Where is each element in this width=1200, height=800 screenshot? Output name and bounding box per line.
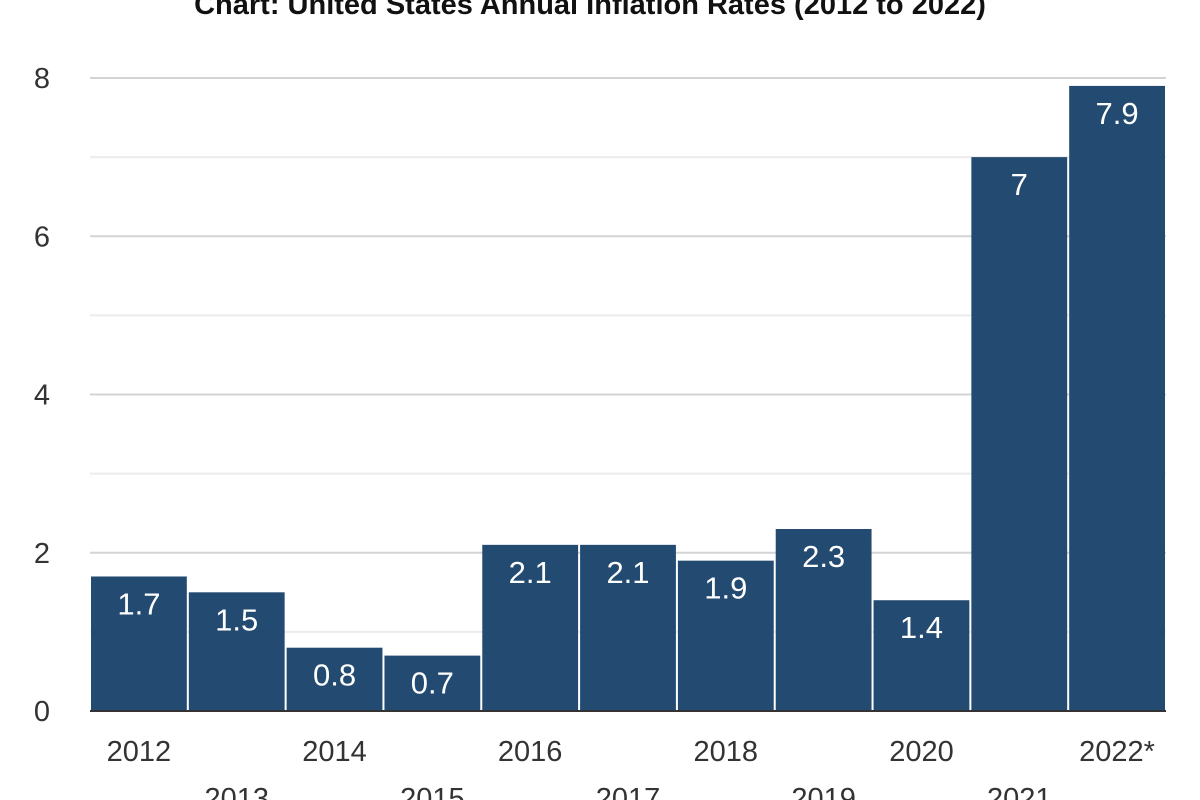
bar-2018	[677, 560, 774, 711]
x-tick-label: 2021	[987, 783, 1052, 800]
data-label: 7	[1011, 167, 1028, 202]
y-tick-label: 6	[34, 221, 50, 253]
x-tick-label: 2013	[204, 783, 269, 800]
bar-2015	[384, 655, 481, 711]
x-tick-label: 2019	[791, 783, 856, 800]
x-tick-label: 2016	[498, 736, 563, 768]
x-tick-label: 2014	[302, 736, 367, 768]
x-tick-label: 2015	[400, 783, 465, 800]
x-tick-label: 2022*	[1079, 736, 1155, 768]
y-axis-ticks: 0 2 4 6 8	[34, 63, 50, 728]
data-labels: 1.7 1.5 0.8 0.7 2.1 2.1 1.9 2.3 1.4 7 7.9	[117, 96, 1138, 701]
bar-2022	[1069, 85, 1165, 712]
x-tick-label: 2017	[596, 783, 661, 800]
x-tick-label: 2018	[694, 736, 759, 768]
x-axis-ticks: 2012 2013 2014 2015 2016 2017 2018 2019 2020 2021…	[107, 736, 1155, 800]
bar-2021	[971, 157, 1068, 711]
bar-2020	[873, 600, 970, 711]
y-tick-label: 2	[34, 538, 50, 570]
data-label: 0.7	[411, 666, 454, 701]
data-label: 1.5	[215, 602, 258, 637]
bars	[91, 85, 1165, 712]
y-tick-label: 4	[34, 380, 50, 412]
bar-2016	[482, 544, 579, 711]
bar-2012	[91, 576, 187, 711]
data-label: 2.1	[606, 555, 649, 590]
bar-2014	[286, 647, 383, 711]
data-label: 1.9	[704, 571, 747, 606]
bar-2019	[775, 529, 872, 711]
data-label: 0.8	[313, 658, 356, 693]
bar-2013	[188, 592, 285, 711]
data-label: 7.9	[1096, 96, 1139, 131]
x-tick-label: 2020	[889, 736, 954, 768]
data-label: 2.1	[509, 555, 552, 590]
data-label: 1.7	[117, 586, 160, 621]
x-tick-label: 2012	[107, 736, 172, 768]
bar-2017	[580, 544, 676, 711]
data-label: 1.4	[900, 610, 943, 645]
chart-title: Chart: United States Annual Inflation Ra…	[194, 0, 986, 21]
y-tick-label: 0	[34, 696, 50, 728]
data-label: 2.3	[802, 539, 845, 574]
y-tick-label: 8	[34, 63, 50, 95]
